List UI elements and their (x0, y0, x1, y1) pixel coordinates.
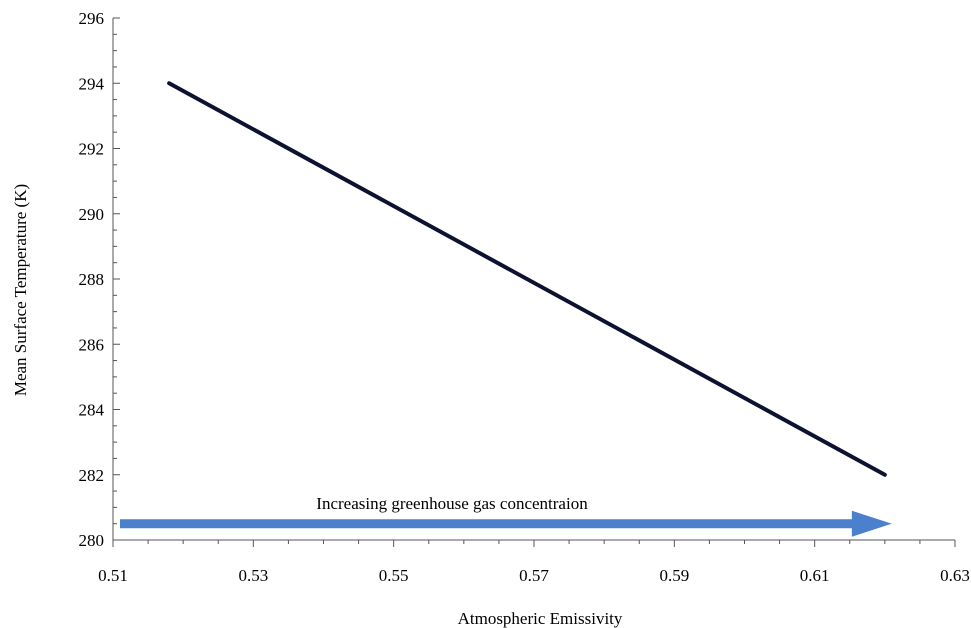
x-tick-label: 0.57 (519, 566, 549, 585)
x-tick-label: 0.61 (800, 566, 830, 585)
annotation-arrow-layer (120, 510, 892, 537)
y-tick-label: 286 (79, 335, 105, 354)
y-axis-title: Mean Surface Temperature (K) (11, 184, 30, 396)
y-tick-labels: 280 282 284 286 288 290 292 294 296 (79, 9, 105, 550)
y-tick-label: 296 (79, 9, 105, 28)
y-tick-label: 284 (79, 401, 105, 420)
annotation-arrow (120, 510, 892, 537)
series-layer (167, 81, 887, 477)
x-tick-label: 0.55 (379, 566, 409, 585)
x-tick-label: 0.59 (659, 566, 689, 585)
y-tick-label: 282 (79, 466, 105, 485)
y-tick-label: 290 (79, 205, 105, 224)
x-tick-label: 0.63 (940, 566, 970, 585)
x-tick-label: 0.53 (238, 566, 268, 585)
y-tick-label: 292 (79, 140, 105, 159)
x-axis-title: Atmospheric Emissivity (458, 609, 623, 628)
series-line (167, 81, 887, 477)
y-tick-label: 294 (79, 74, 105, 93)
y-tick-label: 280 (79, 531, 105, 550)
annotation-text: Increasing greenhouse gas concentraion (316, 494, 588, 513)
x-tick-label: 0.51 (98, 566, 128, 585)
y-tick-label: 288 (79, 270, 105, 289)
axes (112, 17, 956, 547)
x-tick-labels: 0.51 0.53 0.55 0.57 0.59 0.61 0.63 (98, 566, 970, 585)
